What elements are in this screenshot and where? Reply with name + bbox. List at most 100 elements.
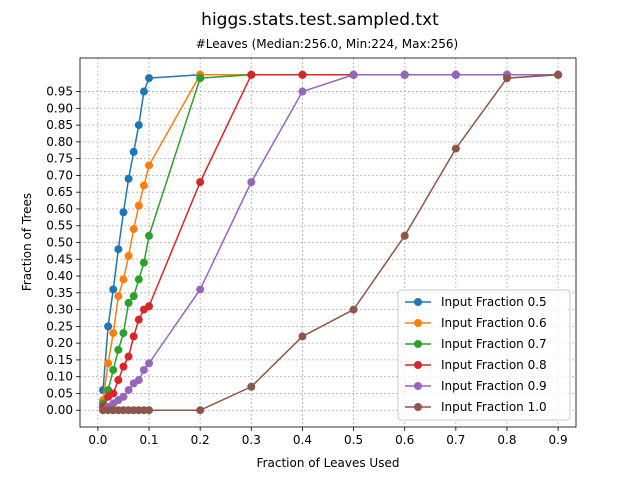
data-point — [109, 365, 118, 374]
data-point — [124, 386, 133, 395]
data-point — [114, 292, 123, 301]
data-point — [109, 285, 118, 294]
y-tick-label: 0.85 — [46, 118, 73, 132]
y-tick-label: 0.50 — [46, 236, 73, 250]
data-point — [134, 315, 143, 324]
data-point — [145, 161, 154, 170]
data-point — [124, 174, 133, 183]
legend-label: Input Fraction 1.0 — [441, 400, 547, 414]
legend-box — [397, 289, 571, 421]
data-point — [134, 376, 143, 385]
data-point — [196, 406, 205, 415]
data-point — [247, 70, 256, 79]
data-point — [134, 275, 143, 284]
data-point — [124, 352, 133, 361]
data-point — [129, 147, 138, 156]
legend-marker — [414, 382, 422, 390]
data-point — [139, 258, 148, 267]
y-tick-label: 0.55 — [46, 219, 73, 233]
series-6 — [99, 70, 563, 415]
data-point — [298, 70, 307, 79]
data-point — [139, 365, 148, 374]
data-point — [196, 74, 205, 83]
chart-subtitle: #Leaves (Median:256.0, Min:224, Max:256) — [196, 37, 458, 51]
data-point — [145, 231, 154, 240]
y-tick-label: 0.40 — [46, 269, 73, 283]
data-point — [139, 87, 148, 96]
data-point — [109, 389, 118, 398]
data-point — [247, 382, 256, 391]
axis-ticks: 0.0 0.1 0.2 0.3 0.4 0.5 0.6 0.7 0.8 0.9 0.00 0.05 0.… — [46, 85, 567, 447]
data-point — [119, 392, 128, 401]
y-tick-label: 0.20 — [46, 336, 73, 350]
data-point — [349, 305, 358, 314]
data-point — [554, 70, 563, 79]
x-tick-label: 0.6 — [395, 433, 414, 447]
data-point — [451, 70, 460, 79]
data-point — [129, 332, 138, 341]
data-point — [145, 302, 154, 311]
data-point — [109, 329, 118, 338]
legend: Input Fraction 0.5 Input Fraction 0.6 Inpu… — [397, 289, 571, 421]
data-point — [104, 359, 113, 368]
y-tick-label: 0.15 — [46, 353, 73, 367]
legend-label: Input Fraction 0.8 — [441, 358, 547, 372]
data-point — [400, 70, 409, 79]
data-point — [119, 208, 128, 217]
x-tick-label: 0.7 — [446, 433, 465, 447]
data-point — [129, 225, 138, 234]
data-point — [145, 74, 154, 83]
data-point — [502, 74, 511, 83]
y-tick-label: 0.05 — [46, 386, 73, 400]
data-point — [114, 376, 123, 385]
data-point — [298, 332, 307, 341]
legend-label: Input Fraction 0.6 — [441, 316, 547, 330]
data-point — [134, 201, 143, 210]
data-point — [145, 359, 154, 368]
x-tick-label: 0.2 — [191, 433, 210, 447]
x-tick-label: 0.0 — [88, 433, 107, 447]
data-point — [124, 251, 133, 260]
data-point — [114, 245, 123, 254]
legend-marker — [414, 361, 422, 369]
data-point — [451, 144, 460, 153]
data-point — [104, 322, 113, 331]
y-tick-label: 0.35 — [46, 286, 73, 300]
y-tick-label: 0.65 — [46, 185, 73, 199]
legend-label: Input Fraction 0.9 — [441, 379, 547, 393]
y-tick-label: 0.75 — [46, 152, 73, 166]
x-tick-label: 0.3 — [242, 433, 261, 447]
x-tick-label: 0.4 — [293, 433, 312, 447]
y-tick-label: 0.95 — [46, 85, 73, 99]
y-tick-label: 0.80 — [46, 135, 73, 149]
data-point — [298, 87, 307, 96]
y-tick-label: 0.60 — [46, 202, 73, 216]
legend-label: Input Fraction 0.5 — [441, 295, 547, 309]
y-tick-label: 0.00 — [46, 403, 73, 417]
x-axis-label: Fraction of Leaves Used — [257, 456, 400, 470]
series-layer — [99, 70, 563, 415]
data-point — [349, 70, 358, 79]
y-tick-label: 0.30 — [46, 303, 73, 317]
data-point — [145, 406, 154, 415]
y-tick-label: 0.70 — [46, 168, 73, 182]
data-point — [114, 345, 123, 354]
legend-marker — [414, 319, 422, 327]
data-point — [134, 121, 143, 130]
data-point — [119, 275, 128, 284]
x-tick-label: 0.1 — [139, 433, 158, 447]
x-tick-label: 0.9 — [549, 433, 568, 447]
chart-title: higgs.stats.test.sampled.txt — [201, 10, 439, 30]
data-point — [119, 329, 128, 338]
y-tick-label: 0.90 — [46, 101, 73, 115]
legend-label: Input Fraction 0.7 — [441, 337, 547, 351]
y-axis-label: Fraction of Trees — [20, 193, 34, 291]
data-point — [247, 178, 256, 187]
data-point — [129, 292, 138, 301]
y-tick-label: 0.25 — [46, 319, 73, 333]
data-point — [196, 178, 205, 187]
x-tick-label: 0.5 — [344, 433, 363, 447]
legend-marker — [414, 298, 422, 306]
legend-marker — [414, 340, 422, 348]
